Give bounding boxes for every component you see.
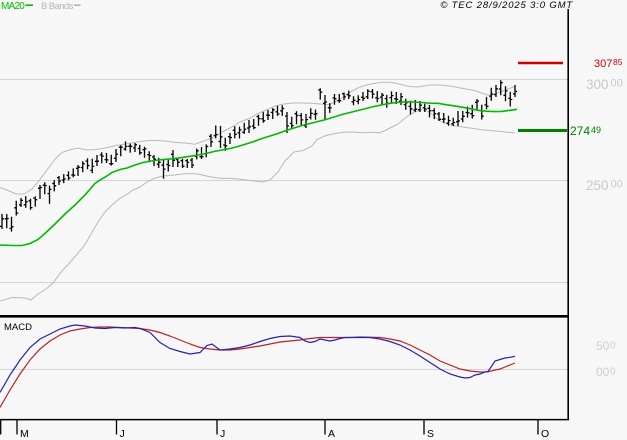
svg-text:300: 300: [586, 77, 609, 92]
svg-text:00: 00: [611, 179, 623, 191]
svg-text:50: 50: [596, 339, 610, 353]
svg-text:J: J: [220, 428, 225, 440]
svg-text:O: O: [541, 428, 549, 440]
svg-text:250: 250: [586, 178, 609, 193]
svg-text:274: 274: [570, 124, 590, 138]
svg-text:M: M: [20, 428, 29, 440]
svg-text:307: 307: [594, 58, 612, 70]
svg-text:B Bands: B Bands: [41, 1, 74, 12]
svg-text:49: 49: [591, 125, 601, 135]
svg-text:00: 00: [611, 78, 623, 90]
svg-text:MA20: MA20: [1, 1, 25, 12]
svg-text:85: 85: [613, 57, 623, 67]
svg-text:0: 0: [610, 341, 616, 352]
svg-text:J: J: [120, 428, 125, 440]
svg-text:00: 00: [596, 365, 610, 379]
svg-text:© TEC 28/9/2025 3:0 GMT: © TEC 28/9/2025 3:0 GMT: [440, 0, 573, 11]
svg-text:0: 0: [610, 367, 616, 378]
svg-text:MACD: MACD: [4, 322, 32, 333]
svg-text:S: S: [427, 428, 434, 440]
svg-text:A: A: [328, 428, 335, 440]
